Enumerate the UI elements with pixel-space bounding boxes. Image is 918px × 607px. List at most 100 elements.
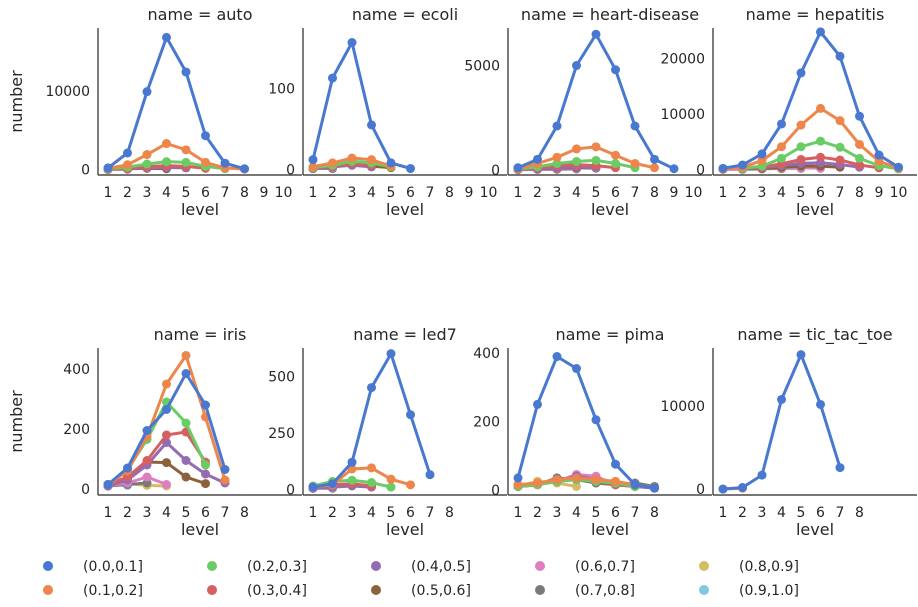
x-tick-label: 1 bbox=[309, 505, 318, 521]
data-point bbox=[201, 479, 210, 489]
data-point bbox=[220, 465, 230, 474]
data-point bbox=[777, 153, 786, 163]
data-point bbox=[386, 482, 396, 492]
facet-panel-4: name = iris 1 2 3 4 5 6 7 8 level 0 200 400 number bbox=[7, 325, 302, 539]
data-point bbox=[611, 150, 620, 160]
data-point bbox=[201, 131, 210, 141]
facet-title: name = iris bbox=[154, 325, 247, 344]
data-point bbox=[142, 159, 152, 169]
y-tick-label: 0 bbox=[696, 162, 705, 178]
y-tick-label: 250 bbox=[268, 426, 295, 442]
x-tick-label: 5 bbox=[182, 505, 191, 521]
legend-entry: (0.6,0.7] bbox=[535, 559, 635, 575]
series-line bbox=[107, 35, 245, 171]
legend-entry: (0.7,0.8] bbox=[535, 583, 635, 599]
data-point bbox=[162, 430, 171, 440]
y-tick-label: 0 bbox=[286, 162, 295, 178]
data-point bbox=[328, 479, 337, 489]
x-tick-label: 4 bbox=[162, 505, 171, 521]
data-point bbox=[835, 463, 845, 473]
x-tick-label: 2 bbox=[328, 505, 337, 521]
x-tick-label: 7 bbox=[631, 185, 640, 201]
data-point bbox=[347, 475, 357, 485]
data-point bbox=[240, 164, 249, 174]
data-point bbox=[386, 349, 396, 359]
y-tick-label: 400 bbox=[473, 346, 500, 362]
data-point bbox=[181, 456, 191, 465]
data-point bbox=[718, 484, 728, 494]
data-point bbox=[835, 116, 845, 126]
x-tick-label: 7 bbox=[836, 185, 845, 201]
data-point bbox=[650, 483, 659, 493]
data-point bbox=[757, 149, 767, 159]
data-point bbox=[425, 470, 435, 480]
data-point bbox=[347, 38, 357, 48]
x-tick-label: 10 bbox=[890, 185, 908, 201]
y-axis-label: number bbox=[7, 70, 26, 133]
series-0 bbox=[308, 38, 415, 174]
data-point bbox=[738, 160, 747, 170]
facet-panel-0: name = auto 1 2 3 4 5 6 7 8 9 10 level 0 10000 number bbox=[7, 5, 302, 219]
series-0 bbox=[308, 349, 435, 492]
data-point bbox=[308, 162, 318, 172]
x-axis-label: level bbox=[386, 520, 424, 539]
x-tick-label: 3 bbox=[348, 505, 357, 521]
legend-marker bbox=[699, 561, 709, 571]
data-point bbox=[591, 142, 601, 152]
data-point bbox=[552, 121, 562, 131]
data-point bbox=[162, 405, 171, 414]
legend-label: (0.7,0.8] bbox=[575, 583, 635, 599]
legend-entry: (0.5,0.6] bbox=[371, 583, 471, 599]
x-tick-label: 1 bbox=[309, 185, 318, 201]
data-point bbox=[181, 67, 191, 77]
x-tick-label: 1 bbox=[719, 505, 728, 521]
x-tick-label: 7 bbox=[221, 185, 230, 201]
x-tick-label: 6 bbox=[611, 185, 620, 201]
x-tick-label: 1 bbox=[514, 505, 523, 521]
x-tick-label: 6 bbox=[816, 505, 825, 521]
x-tick-label: 7 bbox=[221, 505, 230, 521]
y-axis-label: number bbox=[7, 390, 26, 453]
y-tick-label: 10000 bbox=[660, 107, 705, 123]
data-point bbox=[611, 459, 620, 469]
legend-marker bbox=[43, 585, 53, 595]
data-point bbox=[533, 399, 542, 409]
data-point bbox=[572, 473, 581, 483]
facet-panel-7: name = tic_tac_toe 1 2 3 4 5 6 7 8 level 0 10000 bbox=[660, 325, 917, 539]
data-point bbox=[181, 145, 191, 155]
data-point bbox=[201, 460, 210, 470]
data-point bbox=[142, 87, 152, 97]
legend-marker bbox=[535, 585, 545, 595]
series-line bbox=[107, 430, 207, 486]
x-tick-label: 5 bbox=[182, 185, 191, 201]
x-tick-label: 3 bbox=[553, 505, 562, 521]
facet-title: name = ecoli bbox=[352, 5, 458, 24]
data-point bbox=[796, 68, 806, 78]
data-point bbox=[181, 472, 191, 482]
facet-title: name = pima bbox=[556, 325, 665, 344]
x-tick-label: 4 bbox=[777, 505, 786, 521]
y-tick-label: 0 bbox=[286, 482, 295, 498]
data-point bbox=[533, 478, 542, 488]
legend-entry: (0.0,0.1] bbox=[43, 559, 143, 575]
x-tick-label: 1 bbox=[104, 505, 113, 521]
legend-marker bbox=[371, 585, 381, 595]
x-tick-label: 6 bbox=[816, 185, 825, 201]
data-point bbox=[855, 111, 864, 121]
data-point bbox=[162, 157, 171, 167]
legend-entry: (0.9,1.0] bbox=[699, 583, 799, 599]
y-tick-label: 20000 bbox=[660, 52, 705, 68]
x-tick-label: 8 bbox=[855, 185, 864, 201]
x-tick-label: 1 bbox=[719, 185, 728, 201]
legend-marker bbox=[207, 561, 217, 571]
facet-title: name = heart-disease bbox=[521, 5, 699, 24]
data-point bbox=[611, 476, 620, 486]
data-point bbox=[591, 29, 601, 39]
data-point bbox=[552, 475, 562, 485]
data-point bbox=[103, 163, 113, 173]
x-tick-label: 7 bbox=[426, 185, 435, 201]
series-0 bbox=[103, 32, 249, 174]
data-point bbox=[181, 418, 191, 428]
series-line bbox=[722, 106, 900, 171]
